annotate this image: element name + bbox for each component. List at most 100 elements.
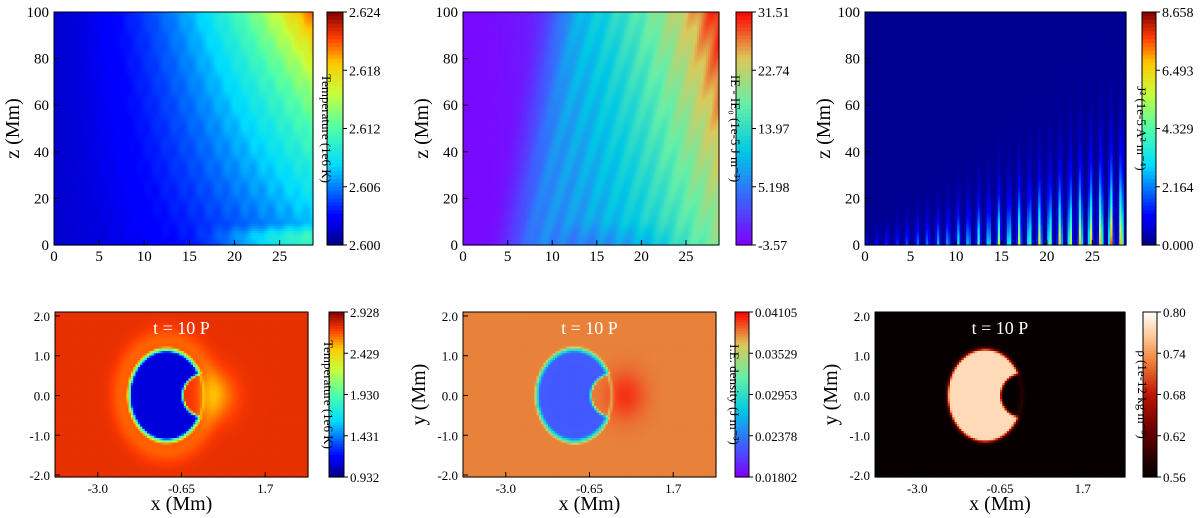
temp-xy-ytick-label: 2.0 [34, 309, 50, 324]
ie-tz-cbar-tick-label: 5.198 [758, 181, 790, 196]
temp-tz-ytick-label: 0 [42, 238, 50, 254]
temp-tz-ytick-label: 80 [34, 52, 49, 68]
rho-xy-colorbar [1142, 311, 1158, 478]
j2-tz-cbar-tick-label: 2.164 [1162, 181, 1194, 196]
ie-xy-ylabel: y (Mm) [408, 364, 430, 426]
ie-xy-xtick-label: -3.0 [495, 481, 516, 496]
temp-xy-cbar-tick-label: 1.431 [350, 429, 379, 444]
panel-density-xy: -3.0 -0.65 1.7 2.0 1.0 0.0 -1.0 -2.0 x (Mm) y (Mm… [820, 305, 1186, 515]
ie-tz-cbar-tick-label: -3.57 [758, 239, 787, 254]
rho-xy-xtick-label: -0.65 [986, 481, 1013, 496]
j2-tz-ytick-label: 60 [845, 98, 860, 114]
j2-tz-ytick-label: 0 [853, 238, 861, 254]
temp-xy-cbar-tick-label: 2.429 [350, 346, 379, 361]
panel-current-density-tz: 0510152025020406080100t (min)z (Mm)8.658… [813, 5, 1194, 262]
rho-xy-cbar-tick-label: 0.68 [1163, 388, 1186, 403]
panel-internal-energy-tz: 0510152025020406080100t (min)z (Mm)31.51… [411, 5, 790, 262]
j2-tz-ytick-label: 40 [845, 145, 860, 161]
ie-xy-xtick-label: 1.7 [665, 481, 682, 496]
panel-temperature-xy: -3.0 -0.65 1.7 2.0 1.0 0.0 -1.0 -2.0 x (Mm) t = 1… [29, 305, 379, 515]
temp-xy-cbar-label: Temperature (1e6 K) [321, 340, 336, 449]
ie-tz-ytick-label: 0 [451, 238, 459, 254]
temp-xy-cbar-tick-label: 0.932 [350, 470, 379, 485]
j2-tz-ytick-label: 80 [845, 52, 860, 68]
ie-xy-xtick-label: -0.65 [576, 481, 603, 496]
ie-tz-ytick-label: 100 [436, 5, 459, 21]
temp-tz-ylabel: z (Mm) [2, 98, 24, 159]
ie-xy-field [463, 312, 717, 478]
ie-tz-ytick-label: 60 [443, 98, 458, 114]
j2-tz-ylabel: z (Mm) [813, 98, 835, 159]
temp-tz-cbar-tick-label: 2.612 [349, 123, 381, 138]
rho-xy-ytick-label: -2.0 [849, 468, 870, 483]
rho-xy-cbar-tick-label: 0.56 [1163, 470, 1186, 485]
temp-tz-ytick-label: 40 [34, 145, 49, 161]
temp-tz-ytick-label: 60 [34, 98, 49, 114]
ie-tz-cbar-tick-label: 31.51 [758, 6, 790, 21]
rho-xy-field [875, 312, 1126, 478]
rho-xy-ytick-label: 2.0 [854, 309, 870, 324]
j2-tz-cbar-tick-label: 0.000 [1162, 239, 1194, 254]
ie-xy-xlabel: x (Mm) [559, 493, 621, 515]
temp-xy-cbar-tick-label: 1.930 [350, 388, 379, 403]
ie-tz-xtick-label: 25 [678, 249, 693, 262]
ie-xy-cbar-label: I.E. density (J m⁻³) [727, 344, 742, 445]
temp-xy-xlabel: x (Mm) [151, 493, 213, 515]
ie-tz-xtick-label: 20 [634, 249, 649, 262]
temp-tz-cbar-tick-label: 2.600 [349, 239, 381, 254]
temp-tz-cbar-tick-label: 2.618 [349, 64, 381, 79]
temp-tz-cbar-tick-label: 2.624 [349, 6, 381, 21]
ie-tz-ylabel: z (Mm) [411, 98, 433, 159]
j2-tz-cbar-tick-label: 4.329 [1162, 123, 1194, 138]
temp-tz-field [54, 12, 314, 246]
temp-xy-colorbar [328, 311, 345, 478]
temp-xy-ytick-label: -2.0 [29, 468, 50, 483]
j2-tz-cbar-tick-label: 6.493 [1162, 64, 1194, 79]
ie-xy-ytick-label: 2.0 [442, 309, 458, 324]
temp-xy-annotation: t = 10 P [153, 318, 210, 338]
ie-xy-cbar-tick-label: 0.02378 [755, 429, 797, 444]
ie-xy-cbar-tick-label: 0.04105 [755, 305, 797, 320]
temp-tz-frame [53, 11, 314, 246]
ie-tz-frame [462, 11, 720, 246]
ie-tz-field [463, 12, 720, 246]
rho-xy-ytick-label: 1.0 [854, 349, 870, 364]
rho-xy-xlabel: x (Mm) [969, 493, 1031, 515]
temp-xy-ytick-label: 0.0 [34, 388, 50, 403]
temp-tz-cbar-label: Temperature (1e6 K) [319, 74, 334, 183]
ie-xy-ytick-label: 0.0 [442, 388, 458, 403]
temp-tz-ytick-label: 20 [34, 191, 49, 207]
ie-tz-xtick-label: 10 [545, 249, 560, 262]
temp-tz-xtick-label: 5 [95, 249, 103, 262]
temp-tz-cbar-tick-label: 2.606 [349, 181, 381, 196]
ie-xy-annotation: t = 10 P [561, 318, 618, 338]
j2-tz-field [865, 12, 1127, 246]
ie-xy-ytick-label: -2.0 [437, 468, 458, 483]
rho-xy-xtick-label: -3.0 [907, 481, 928, 496]
panel-temperature-tz: 0510152025020406080100t (min)z (Mm)2.624… [2, 5, 381, 262]
rho-xy-cbar-label: ρ (1e-12 kg m⁻³) [1135, 350, 1150, 438]
temp-tz-xtick-label: 25 [272, 249, 287, 262]
rho-xy-cbar-tick-label: 0.80 [1163, 305, 1186, 320]
panel-internal-energy-xy: -3.0 -0.65 1.7 2.0 1.0 0.0 -1.0 -2.0 x (Mm) y (Mm… [408, 305, 797, 515]
j2-tz-xtick-label: 15 [994, 249, 1009, 262]
rho-xy-ylabel: y (Mm) [820, 364, 842, 426]
j2-tz-xtick-label: 20 [1039, 249, 1054, 262]
j2-tz-cbar-label: J² (1e-5 A² m⁻⁴) [1134, 86, 1149, 171]
ie-xy-colorbar [734, 311, 750, 478]
temp-xy-ytick-label: -1.0 [29, 428, 50, 443]
rho-xy-ytick-label: -1.0 [849, 428, 870, 443]
rho-xy-cbar-tick-label: 0.74 [1163, 346, 1186, 361]
temp-xy-xtick-label: -3.0 [87, 481, 108, 496]
j2-tz-xtick-label: 5 [907, 249, 915, 262]
temp-xy-cbar-tick-label: 2.928 [350, 305, 379, 320]
ie-tz-ytick-label: 40 [443, 145, 458, 161]
temp-tz-xtick-label: 15 [182, 249, 197, 262]
ie-tz-cbar-tick-label: 22.74 [758, 64, 790, 79]
temp-xy-ytick-label: 1.0 [34, 349, 50, 364]
ie-xy-ytick-label: -1.0 [437, 428, 458, 443]
ie-tz-cbar-tick-label: 13.97 [758, 123, 790, 138]
j2-tz-xtick-label: 10 [948, 249, 963, 262]
temp-tz-xtick-label: 20 [227, 249, 242, 262]
temp-tz-ytick-label: 100 [27, 5, 50, 21]
